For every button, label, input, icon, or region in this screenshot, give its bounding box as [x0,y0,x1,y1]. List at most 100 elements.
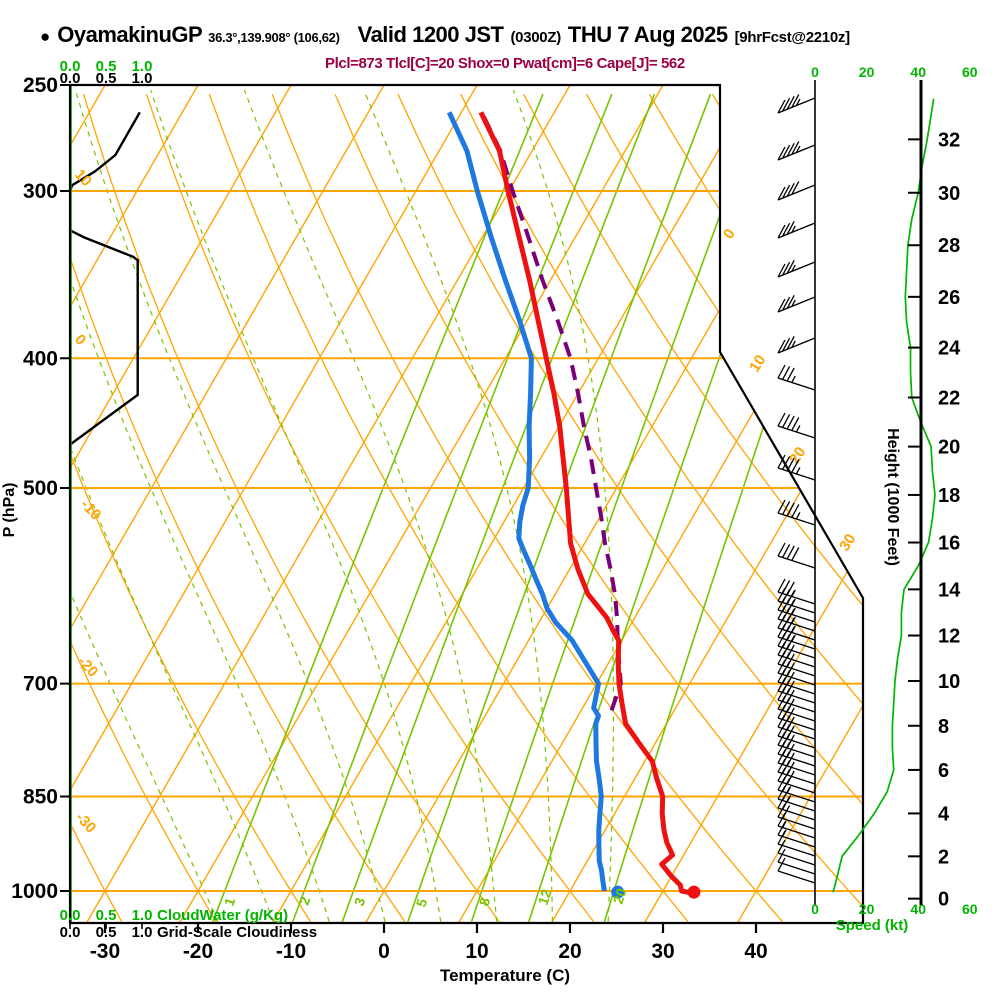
speed-scale-bottom: 60 [962,901,978,917]
cloudiness-scale-top: 0.0 [60,70,81,87]
height-tick-label: 8 [938,716,949,738]
grid-lines [70,85,1000,923]
dry-adiabat-line [82,94,500,922]
height-tick-label: 32 [938,129,960,151]
isotherm-line [70,85,478,923]
wind-barb [777,753,816,767]
height-tick-label: 6 [938,760,949,782]
dry-adiabat-line [964,94,1000,921]
mixing-ratio-line [292,93,613,922]
wind-barb [777,762,816,776]
cloudiness-scale-bottom: 0.5 [96,924,117,941]
dry-adiabat-line [901,94,1000,921]
isotherm-line [271,85,757,923]
wind-barb [777,861,816,875]
dry-adiabat-line [208,93,689,923]
wind-barb [777,852,816,866]
temp-tick-label: 30 [651,940,674,963]
dry-adiabat-line [70,94,123,922]
wind-barb [777,609,816,623]
sounding-params-line: Plcl=873 Tlcl[C]=20 Shox=0 Pwat[cm]=6 Ca… [325,55,685,72]
isotherm-line [70,85,292,923]
cloudiness-label: Grid-Scale Cloudiness [157,924,317,941]
height-tick-label: 0 [938,889,949,911]
height-tick-label: 26 [938,287,960,309]
dry-adiabat-label: 10 [71,166,95,190]
wind-barb [777,780,816,794]
wind-barb [777,816,816,830]
wind-barb [777,771,816,785]
isotherm-label: 10 [746,352,769,375]
mixing-ratio-label: 12 [535,887,555,907]
speed-scale-bottom: 20 [859,901,875,917]
pressure-tick-label: 500 [23,477,58,500]
mixing-ratio-line [212,93,544,922]
wind-barb [777,708,816,722]
valid-date: THU 7 Aug 2025 [567,22,728,47]
chart-title: ● OyamakinuGP 36.3°,139.908° (106,62) Va… [40,22,850,48]
wind-barb [777,735,816,749]
height-tick-label: 12 [938,626,960,648]
cloudwater-scale-top: 0.0 [60,58,81,75]
pressure-tick-label: 250 [23,74,58,97]
height-tick-label: 30 [938,183,960,205]
moist-adiabat-line [243,89,498,922]
cloudwater-scale-top: 1.0 [132,58,153,75]
dry-adiabat-line [70,94,406,922]
wind-barb [777,618,816,632]
pressure-tick-label: 850 [23,786,58,809]
height-tick-label: 20 [938,437,960,459]
valid-time: Valid 1200 JST [357,22,504,47]
mixing-ratio-label: 3 [351,895,369,908]
wind-barb [777,699,816,713]
speed-axis-label: Speed (kt) [836,917,909,934]
moist-adiabat-line [70,90,274,922]
speed-scale-top: 0 [811,64,819,80]
height-tick-label: 10 [938,671,960,693]
surface-temp-dot [687,885,701,899]
isotherm-line [70,85,199,923]
mixing-ratio-line [407,93,712,922]
dewpoint-curve [446,111,607,892]
height-tick-label: 22 [938,387,960,409]
cloudiness-scale-top: 0.5 [96,70,117,87]
temp-axis-label: Temperature (C) [440,966,570,985]
moist-adiabat-line [150,90,442,922]
temp-tick-label: 10 [465,940,488,963]
mixing-ratio-label: 5 [413,896,431,909]
pressure-axis-label: P (hPa) [1,483,18,538]
height-tick-label: 2 [938,846,949,868]
cloudwater-scale-bottom: 0.5 [96,907,117,924]
wind-barb [777,717,816,731]
wind-barb [777,296,816,313]
station-bullet-icon: ● [40,27,51,46]
wind-barb [777,645,816,659]
wind-barb [777,261,816,278]
wind-barb [777,600,816,614]
wind-barb [777,377,816,391]
sounding-curves [446,111,701,899]
temp-tick-label: 20 [558,940,581,963]
wind-barb [777,591,816,605]
station-coords: 36.3°,139.908° (106,62) [208,30,340,45]
pressure-tick-label: 1000 [11,880,58,903]
pressure-tick-label: 700 [23,673,58,696]
temp-tick-label: -20 [183,940,213,963]
mixing-ratio-line [341,93,656,922]
wind-speed-curve [832,98,936,893]
wind-barb [777,681,816,695]
moist-adiabat-line [363,89,553,922]
cloudiness-scale-bottom: 1.0 [132,924,153,941]
moist-adiabat-line [70,90,219,922]
wind-barb [777,870,816,884]
wind-barb [777,690,816,704]
temp-tick-label: -10 [276,940,306,963]
wind-barb [777,789,816,803]
cloudwater-scale-bottom: 1.0 [132,907,153,924]
dry-adiabat-line [145,93,595,922]
speed-scale-top: 60 [962,64,978,80]
cloudiness-scale-top: 1.0 [132,70,153,87]
pressure-tick-label: 400 [23,347,58,370]
wind-barb [777,726,816,740]
